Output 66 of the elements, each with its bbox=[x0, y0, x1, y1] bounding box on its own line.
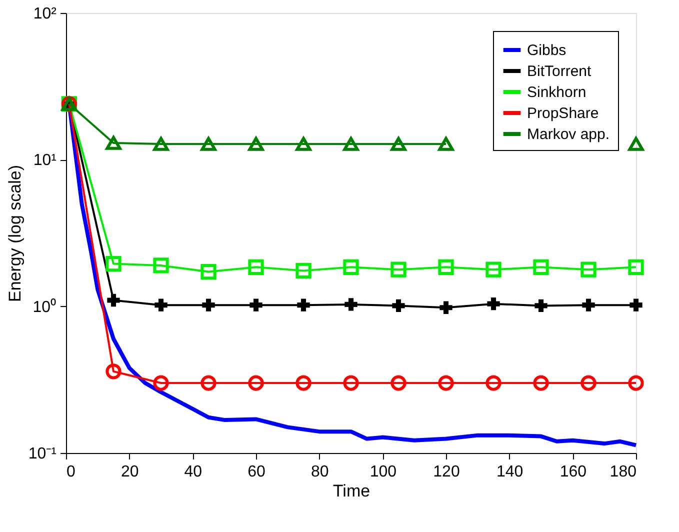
x-tick-label: 160 bbox=[560, 464, 587, 480]
point bbox=[343, 136, 359, 151]
y-tick-label: 10⁻¹ bbox=[28, 446, 56, 462]
legend-label: Sinkhorn bbox=[527, 84, 586, 101]
point bbox=[390, 136, 406, 151]
point bbox=[438, 136, 454, 151]
point bbox=[390, 375, 406, 391]
x-tick-label: 40 bbox=[184, 464, 202, 480]
point bbox=[106, 364, 122, 380]
x-tick-label: 140 bbox=[496, 464, 524, 480]
point bbox=[296, 262, 312, 279]
point bbox=[200, 264, 216, 280]
point bbox=[628, 375, 644, 391]
point bbox=[390, 262, 406, 278]
point bbox=[106, 136, 122, 150]
point bbox=[153, 375, 169, 391]
x-tick-label: 80 bbox=[310, 464, 329, 480]
x-tick-label: 0 bbox=[66, 464, 76, 480]
point bbox=[533, 259, 549, 275]
legend-label: Markov app. bbox=[527, 126, 610, 143]
point bbox=[248, 136, 264, 151]
x-axis-title: Time bbox=[332, 482, 370, 500]
point bbox=[343, 259, 359, 275]
point bbox=[106, 256, 122, 272]
legend-label: BitTorrent bbox=[527, 63, 592, 80]
x-tick-label: 180 bbox=[610, 464, 637, 480]
point bbox=[487, 298, 500, 310]
point bbox=[153, 258, 169, 274]
point bbox=[296, 375, 312, 391]
point bbox=[438, 259, 454, 275]
point bbox=[200, 375, 216, 391]
point bbox=[248, 259, 264, 275]
point bbox=[107, 294, 120, 307]
y-tick-label: 10¹ bbox=[33, 152, 56, 170]
legend-label: Gibbs bbox=[527, 42, 566, 59]
x-tick-label: 60 bbox=[248, 464, 266, 480]
legend-label: PropShare bbox=[527, 105, 599, 122]
x-tick-label: 120 bbox=[433, 464, 460, 480]
y-axis-title: Energy (log scale) bbox=[5, 164, 24, 302]
point bbox=[153, 136, 169, 151]
point bbox=[250, 298, 262, 312]
point bbox=[582, 298, 595, 312]
point bbox=[628, 136, 644, 151]
point bbox=[344, 298, 358, 311]
y-tick-label: 10⁰ bbox=[32, 298, 56, 316]
point bbox=[200, 136, 216, 151]
point bbox=[297, 298, 310, 312]
point bbox=[628, 259, 644, 275]
point bbox=[630, 298, 642, 312]
point bbox=[580, 262, 596, 278]
y-tick-label: 10² bbox=[33, 6, 58, 22]
point bbox=[202, 298, 215, 312]
point bbox=[343, 375, 359, 391]
point bbox=[486, 262, 502, 278]
point bbox=[296, 136, 312, 151]
point bbox=[533, 375, 549, 391]
point bbox=[438, 375, 454, 391]
point bbox=[392, 299, 405, 312]
point bbox=[534, 299, 548, 312]
point bbox=[154, 298, 168, 312]
point bbox=[248, 375, 264, 391]
point bbox=[486, 375, 502, 391]
point bbox=[580, 375, 596, 391]
x-tick-label: 20 bbox=[120, 464, 139, 480]
point bbox=[440, 301, 452, 314]
x-tick-label: 100 bbox=[370, 464, 397, 480]
